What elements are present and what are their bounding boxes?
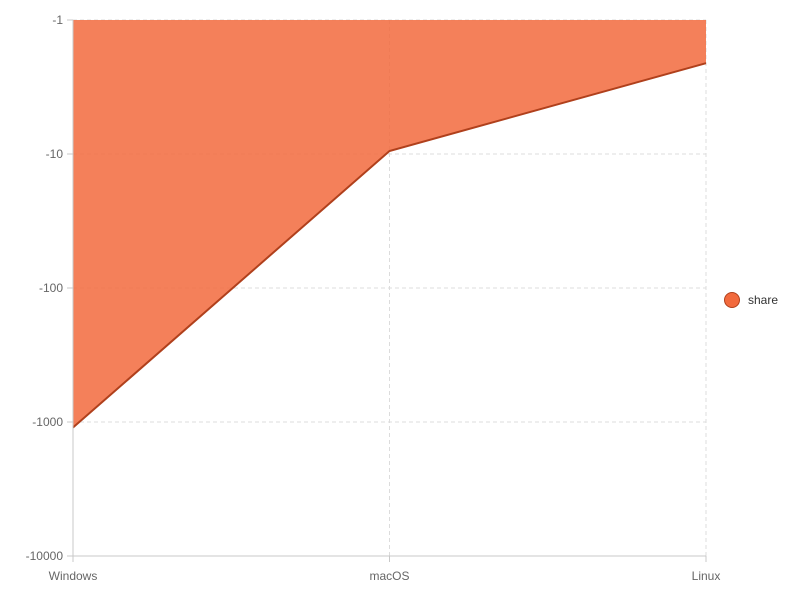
x-tick-label: Linux <box>692 569 721 583</box>
legend-swatch <box>724 292 740 308</box>
legend: share <box>724 292 778 308</box>
y-tick-label: -10000 <box>26 549 64 563</box>
y-tick-label: -10 <box>46 147 64 161</box>
legend-label: share <box>748 293 778 307</box>
series-area-share <box>73 20 706 428</box>
plot-area <box>72 20 707 429</box>
x-tick-label: macOS <box>369 569 409 583</box>
y-tick-label: -100 <box>39 281 63 295</box>
y-tick-label: -1 <box>52 13 63 27</box>
series-line-share <box>72 62 707 429</box>
axes: -1 -10 -100 -1000 -10000 Windows macOS Linux <box>26 13 721 583</box>
x-tick-label: Windows <box>49 569 98 583</box>
y-tick-label: -1000 <box>32 415 63 429</box>
